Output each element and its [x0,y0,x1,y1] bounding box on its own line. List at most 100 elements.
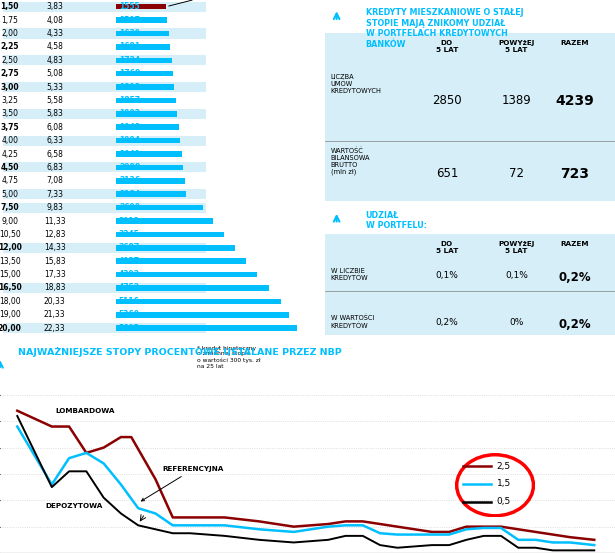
Bar [3,42,206,52]
Text: 1597: 1597 [119,15,140,24]
Text: 2088: 2088 [119,163,140,172]
Text: 11,33: 11,33 [44,217,66,226]
Text: 17,33: 17,33 [44,270,66,279]
Bar [116,44,170,50]
Text: 2,50: 2,50 [1,56,18,65]
Text: 5,83: 5,83 [46,109,63,118]
Text: KREDYTY MIESZKANIOWE O STAŁEJ
STOPIE MAJĄ ZNIKOMY UDZIAŁ
W PORTFELACH KREDYTOWYC: KREDYTY MIESZKANIOWE O STAŁEJ STOPIE MAJ… [366,8,523,49]
Text: 1,75: 1,75 [1,15,18,24]
Text: 3687: 3687 [119,243,140,252]
Text: 1389: 1389 [502,94,531,107]
Text: LOMBARDOWA: LOMBARDOWA [55,408,115,414]
Text: 1639: 1639 [119,29,140,38]
Text: 3,75: 3,75 [1,123,19,132]
Bar [3,296,206,306]
Text: 4,33: 4,33 [46,29,63,38]
Text: 2184: 2184 [119,190,140,199]
Text: 5,58: 5,58 [46,96,63,105]
Text: 16,50: 16,50 [0,284,22,293]
Text: 7,33: 7,33 [46,190,63,199]
Text: 5605: 5605 [119,324,140,333]
Bar [3,82,206,92]
Bar [3,310,206,320]
Bar [116,31,169,36]
Bar [116,258,246,264]
Text: 5360: 5360 [119,310,140,319]
Text: 6,58: 6,58 [46,149,63,159]
Text: UDZIAŁ
W PORTFELU:: UDZIAŁ W PORTFELU: [366,211,427,231]
Text: 18,83: 18,83 [44,284,66,293]
Text: 2,5: 2,5 [497,462,511,471]
Text: 3345: 3345 [119,230,140,239]
Text: 1681: 1681 [119,43,140,51]
Bar [3,55,206,65]
Text: 15,00: 15,00 [0,270,20,279]
Bar [116,191,186,197]
Bar [116,138,180,143]
Text: LICZBA
UMÓW
KREDYTOWYCH: LICZBA UMÓW KREDYTOWYCH [331,74,382,94]
Text: 5,08: 5,08 [46,69,63,78]
Text: 2850: 2850 [432,94,462,107]
Text: 3,83: 3,83 [46,2,63,11]
Text: REFERENCYJNA: REFERENCYJNA [141,466,224,501]
FancyBboxPatch shape [325,34,615,201]
Text: 4,83: 4,83 [46,56,63,65]
FancyBboxPatch shape [325,234,615,335]
Text: 20,00: 20,00 [0,324,22,333]
Text: 21,33: 21,33 [44,310,66,319]
Text: 0,2%: 0,2% [435,318,458,327]
Text: 1,5: 1,5 [497,479,511,488]
Text: 2,00: 2,00 [1,29,18,38]
Text: 5116: 5116 [119,297,140,306]
Bar [116,71,173,76]
Text: 13,50: 13,50 [0,257,20,265]
Text: 0%: 0% [509,318,523,327]
Text: 20,33: 20,33 [44,297,66,306]
Bar [116,98,176,103]
Text: 2,25: 2,25 [1,43,19,51]
Text: 1,50: 1,50 [1,2,19,11]
Text: DO
5 LAT: DO 5 LAT [435,40,458,53]
Text: 2136: 2136 [119,176,140,185]
Text: 0,2%: 0,2% [558,318,591,331]
Bar [3,69,206,79]
Text: RAZEM: RAZEM [560,241,589,247]
Text: 72: 72 [509,168,524,180]
Text: 1948: 1948 [119,123,140,132]
Text: 1555: 1555 [119,2,140,11]
Text: 4,75: 4,75 [1,176,18,185]
Text: 22,33: 22,33 [44,324,66,333]
Text: 15,83: 15,83 [44,257,66,265]
Bar [3,283,206,293]
Text: 4037: 4037 [119,257,140,265]
Text: WYSOKOŚĆ RATY (zł): WYSOKOŚĆ RATY (zł) [169,0,255,6]
Text: 14,33: 14,33 [44,243,66,252]
Bar [116,178,184,184]
Bar [116,205,203,210]
Text: * kredyt hipoteczny
o zmiennej stopie
o wartości 300 tys. zł
na 25 lat: * kredyt hipoteczny o zmiennej stopie o … [197,346,260,368]
Text: POWYżEJ
5 LAT: POWYżEJ 5 LAT [498,241,534,254]
Bar [3,28,206,39]
Bar [3,269,206,280]
Bar [116,17,167,23]
Bar [116,218,213,224]
Bar [116,272,258,278]
Bar [3,176,206,186]
Bar [3,149,206,159]
Bar [116,285,269,291]
Text: 651: 651 [435,168,458,180]
Text: 1857: 1857 [119,96,140,105]
Text: 0,2%: 0,2% [558,271,591,284]
Text: 0,1%: 0,1% [435,271,458,280]
Text: 5,33: 5,33 [46,82,63,92]
Text: 4,08: 4,08 [46,15,63,24]
Text: 2,75: 2,75 [1,69,19,78]
Text: 4,00: 4,00 [1,136,18,145]
Bar [3,256,206,266]
Text: 5,00: 5,00 [1,190,18,199]
Text: 6,08: 6,08 [46,123,63,132]
Bar [3,109,206,119]
Text: NAJWAŻNIEJSZE STOPY PROCENTOWE USTALANE PRZEZ NBP: NAJWAŻNIEJSZE STOPY PROCENTOWE USTALANE … [18,347,342,357]
Text: 1768: 1768 [119,69,140,78]
Text: 3,00: 3,00 [1,82,19,92]
